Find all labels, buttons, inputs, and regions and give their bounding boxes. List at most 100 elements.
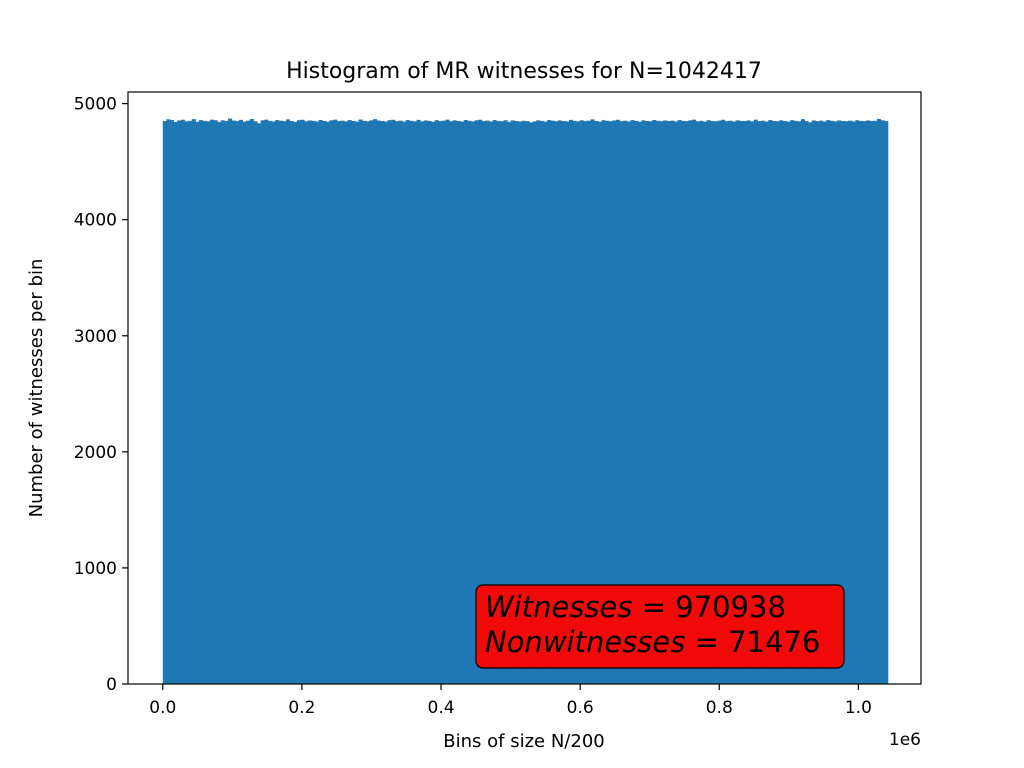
histogram-bar	[402, 121, 407, 685]
histogram-bar	[717, 120, 722, 684]
histogram-bar	[750, 121, 755, 684]
histogram-bar	[209, 119, 214, 685]
histogram-bar	[862, 121, 867, 685]
x-tick-label: 0.0	[149, 698, 176, 718]
histogram-bar	[837, 120, 842, 685]
histogram-bar	[532, 121, 537, 684]
histogram-bar	[539, 120, 544, 685]
histogram-bar	[630, 120, 635, 684]
histogram-bar	[565, 121, 570, 684]
histogram-bar	[191, 119, 196, 684]
histogram-bar	[775, 121, 780, 684]
histogram-bar	[253, 121, 258, 684]
x-tick-label: 0.6	[567, 698, 594, 718]
histogram-bar	[663, 120, 668, 685]
histogram-bar	[398, 120, 403, 684]
histogram-bar	[460, 121, 465, 685]
histogram-bar	[713, 121, 718, 684]
histogram-bar	[644, 121, 650, 685]
histogram-bar	[547, 120, 552, 684]
histogram-bar	[536, 120, 541, 685]
histogram-bar	[499, 121, 504, 684]
histogram-bar	[206, 121, 211, 684]
histogram-bar	[543, 121, 548, 685]
y-tick-label: 4000	[74, 211, 117, 231]
histogram-bar	[848, 120, 853, 684]
witnesses-value: 970938	[675, 590, 786, 624]
x-axis-ticks: 0.0 0.2 0.4 0.6 0.8 1.0	[149, 684, 872, 718]
histogram-bar	[844, 121, 849, 684]
histogram-bar	[369, 120, 374, 685]
histogram-bar	[478, 119, 483, 685]
histogram-bar	[409, 120, 414, 684]
histogram-bar	[601, 120, 606, 685]
histogram-bar	[257, 123, 262, 684]
x-axis-offset-label: 1e6	[889, 730, 921, 750]
histogram-bar	[797, 121, 802, 684]
histogram-bar	[753, 119, 758, 685]
histogram-bar	[721, 119, 726, 685]
histogram-bar	[452, 120, 457, 685]
histogram-bar	[445, 119, 450, 685]
histogram-bar	[623, 120, 628, 684]
histogram-bar	[325, 121, 330, 685]
histogram-bar	[568, 119, 573, 684]
chart-title: Histogram of MR witnesses for N=1042417	[286, 59, 762, 84]
histogram-bar	[315, 121, 320, 684]
histogram-bar	[521, 120, 526, 684]
histogram-bar	[441, 120, 446, 684]
histogram-bar	[420, 121, 425, 684]
histogram-bar	[757, 121, 762, 685]
histogram-bar	[507, 121, 512, 684]
histogram-bar	[790, 120, 795, 685]
histogram-bar	[228, 118, 233, 684]
histogram-bar	[851, 121, 856, 684]
plot-area-frame	[127, 91, 922, 685]
histogram-bar	[242, 121, 247, 685]
y-tick-label: 1000	[74, 559, 117, 579]
histogram-bar	[572, 120, 577, 684]
histogram-bar	[655, 120, 660, 684]
histogram-bar	[333, 119, 338, 685]
histogram-bar	[710, 121, 715, 685]
histogram-bar	[590, 119, 595, 684]
histogram-bar	[594, 121, 599, 685]
histogram-bar	[702, 121, 708, 685]
histogram-bar	[800, 119, 805, 684]
histogram-bar	[220, 120, 225, 685]
nonwitnesses-label: Nonwitnesses	[485, 625, 685, 659]
histogram-bar	[735, 120, 740, 685]
histogram-bar	[394, 121, 399, 685]
histogram-bar	[692, 119, 697, 685]
histogram-bar	[354, 121, 359, 685]
histogram-bar	[162, 121, 167, 685]
histogram-bar	[681, 120, 686, 685]
witnesses-annotation: Witnesses = 970938	[485, 590, 786, 624]
y-axis-label: Number of witnesses per bin	[26, 259, 47, 518]
histogram-bar	[202, 120, 207, 685]
histogram-bar	[456, 121, 461, 685]
y-axis-ticks: 0 1000 2000 3000 4000 5000	[74, 95, 128, 695]
histogram-bars	[162, 118, 889, 685]
histogram-bar	[423, 120, 428, 685]
histogram-bar	[829, 120, 834, 685]
histogram-bar	[768, 120, 773, 684]
histogram-bar	[489, 121, 494, 684]
histogram-bar	[579, 120, 584, 685]
histogram-bar	[329, 120, 334, 685]
histogram-bar	[463, 119, 468, 684]
histogram-bar	[884, 121, 889, 685]
histogram-bar	[815, 121, 820, 685]
histogram-bar	[652, 119, 657, 684]
nonwitnesses-value: 71476	[728, 625, 820, 659]
histogram-bar	[840, 121, 845, 685]
histogram-bar	[586, 120, 592, 684]
histogram-bar	[612, 120, 617, 685]
histogram-bar	[362, 120, 367, 684]
histogram-bar	[467, 120, 472, 684]
histogram-bar	[300, 119, 305, 685]
histogram-bar	[434, 120, 439, 685]
histogram-bar	[267, 120, 272, 685]
histogram-bar	[231, 120, 236, 684]
histogram-bar	[391, 119, 396, 685]
